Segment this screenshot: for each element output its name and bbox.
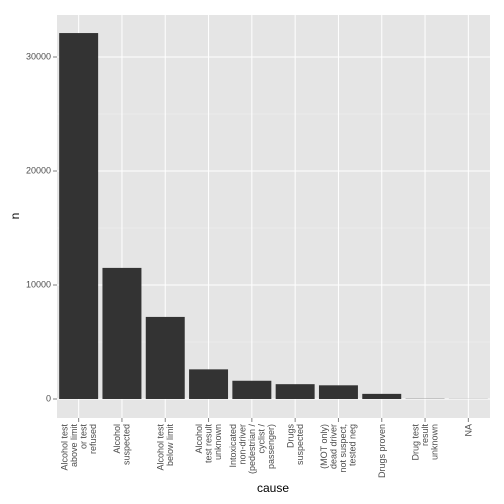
x-tick-label: Alcohol testbelow limit	[156, 424, 176, 471]
x-axis-title: cause	[257, 481, 289, 495]
x-tick-label: Drug testresultunknown	[411, 424, 440, 461]
bar	[102, 267, 142, 399]
x-tick-label: NA	[463, 424, 473, 437]
x-tick-label: Alcoholtest resultunknown	[194, 424, 223, 464]
x-tick-label-group: Drugs proven	[377, 424, 387, 478]
bar	[362, 393, 402, 399]
x-tick-label: Alcohol testabove limitor testrefused	[59, 424, 98, 471]
y-axis-title: n	[8, 213, 22, 220]
bar	[59, 33, 99, 399]
x-tick-label: Drugs proven	[377, 424, 387, 478]
bar	[145, 316, 185, 399]
x-tick-label: Alcoholsuspected	[112, 424, 132, 465]
x-tick-label: (MOT only)dead drivernot suspect,tested …	[319, 424, 358, 473]
bar	[189, 369, 229, 399]
x-tick-label-group: Intoxicatednon-driver(pedestrian /cyclis…	[228, 424, 276, 475]
y-tick-label: 20000	[26, 165, 51, 175]
x-tick-label-group: Drugssuspected	[285, 424, 305, 466]
bar	[318, 385, 358, 399]
x-tick-label-group: Alcohol testbelow limit	[156, 424, 176, 471]
x-tick-label: Drugssuspected	[285, 424, 305, 466]
bar	[275, 384, 315, 399]
x-tick-label-group: Alcoholsuspected	[112, 424, 132, 465]
y-tick-label: 10000	[26, 279, 51, 289]
y-tick-label: 0	[46, 393, 51, 403]
x-tick-label-group: Drug testresultunknown	[411, 424, 440, 461]
y-tick-label: 30000	[26, 51, 51, 61]
x-tick-label-group: Alcohol testabove limitor testrefused	[59, 424, 98, 471]
bar	[232, 380, 272, 399]
x-tick-label-group: NA	[463, 424, 473, 437]
x-tick-label-group: Alcoholtest resultunknown	[194, 424, 223, 464]
x-tick-label: Intoxicatednon-driver(pedestrian /cyclis…	[228, 424, 276, 475]
x-tick-label-group: (MOT only)dead drivernot suspect,tested …	[319, 424, 358, 473]
